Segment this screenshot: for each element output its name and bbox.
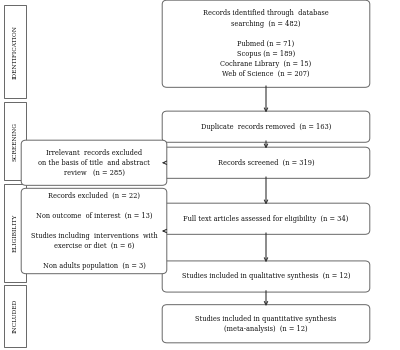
FancyBboxPatch shape: [21, 188, 167, 274]
FancyBboxPatch shape: [162, 304, 370, 343]
Text: Studies included in qualitative synthesis  (n = 12): Studies included in qualitative synthesi…: [182, 273, 350, 280]
FancyBboxPatch shape: [4, 102, 26, 180]
Text: Studies included in quantitative synthesis
(meta-analysis)  (n = 12): Studies included in quantitative synthes…: [195, 315, 337, 333]
Text: Records screened  (n = 319): Records screened (n = 319): [218, 159, 314, 167]
Text: Full text articles assessed for eligibility  (n = 34): Full text articles assessed for eligibil…: [183, 215, 349, 223]
FancyBboxPatch shape: [162, 203, 370, 235]
FancyBboxPatch shape: [21, 140, 167, 186]
Text: Records excluded  (n = 22)

Non outcome  of interest  (n = 13)

Studies includin: Records excluded (n = 22) Non outcome of…: [31, 192, 157, 270]
Text: INCLUDED: INCLUDED: [12, 299, 18, 333]
Text: Records identified through  database
searching  (n = 482)

Pubmed (n = 71)
Scopu: Records identified through database sear…: [203, 9, 329, 78]
FancyBboxPatch shape: [162, 0, 370, 88]
FancyBboxPatch shape: [162, 147, 370, 178]
FancyBboxPatch shape: [4, 5, 26, 98]
FancyBboxPatch shape: [162, 261, 370, 292]
Text: Duplicate  records removed  (n = 163): Duplicate records removed (n = 163): [201, 123, 331, 131]
FancyBboxPatch shape: [4, 184, 26, 282]
FancyBboxPatch shape: [162, 111, 370, 142]
Text: IDENTIFICATION: IDENTIFICATION: [12, 25, 18, 79]
Text: SCREENING: SCREENING: [12, 121, 18, 161]
FancyBboxPatch shape: [4, 285, 26, 346]
Text: Irrelevant  records excluded
on the basis of title  and abstract
review   (n = 2: Irrelevant records excluded on the basis…: [38, 149, 150, 177]
Text: ELIGIBILITY: ELIGIBILITY: [12, 214, 18, 252]
